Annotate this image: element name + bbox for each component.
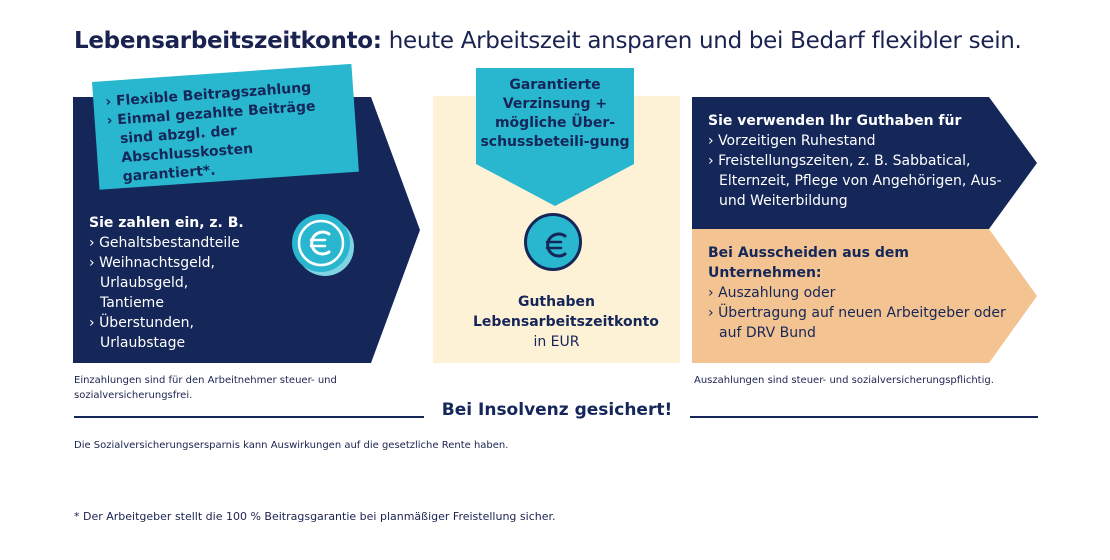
page-title: Lebensarbeitszeitkonto: heute Arbeitszei… [74,28,1022,54]
payout-note: Auszahlungen sind steuer- und sozialvers… [694,375,994,386]
exit-list: Bei Ausscheiden aus dem Unternehmen: Aus… [708,243,1008,343]
balance-label: Guthaben Lebensarbeitszeitkonto in EUR [433,292,680,352]
contribution-heading: Sie zahlen ein, z. B. [89,215,244,231]
euro-coin-icon [524,213,586,275]
title-bold: Lebensarbeitszeitkonto: [74,28,382,54]
insolvency-heading: Bei Insolvenz gesichert! [441,400,673,420]
balance-unit: in EUR [533,334,580,350]
interest-text: Garantierte Verzinsung + mögliche Über-s… [480,77,630,150]
usage-item: Freistellungszeiten, z. B. Sabbatical, E… [708,151,1004,211]
usage-item: Vorzeitigen Ruhestand [708,131,1008,151]
exit-heading: Bei Ausscheiden aus dem Unternehmen: [708,245,909,281]
footnote: * Der Arbeitgeber stellt die 100 % Beitr… [74,510,556,523]
divider-left [74,416,424,418]
usage-heading: Sie verwenden Ihr Guthaben für [708,113,962,129]
balance-title: Guthaben Lebensarbeitszeitkonto [473,294,659,330]
contribution-item: Gehaltsbestandteile [89,233,289,253]
exit-item: Übertragung auf neuen Arbeitgeber oder a… [708,303,1014,343]
contribution-note: Einzahlungen sind für den Arbeitnehmer s… [74,375,337,401]
usage-list: Sie verwenden Ihr Guthaben für Vorzeitig… [708,111,1008,211]
euro-coin-icon [292,214,354,276]
contribution-item: Weihnachtsgeld, Urlaubsgeld, Tantieme [89,253,240,313]
title-rest: heute Arbeitszeit ansparen und bei Bedar… [381,28,1022,54]
contribution-item: Überstunden, Urlaubstage [89,313,240,353]
card-item-guarantee: Einmal gezahlte Beiträge sind abzgl. der… [106,96,347,188]
divider-right [690,416,1038,418]
flexible-contribution-card: Flexible Beitragszahlung Einmal gezahlte… [92,63,359,190]
contribution-list: Sie zahlen ein, z. B. Gehaltsbestandteil… [89,213,289,353]
social-security-note: Die Sozialversicherungsersparnis kann Au… [74,440,509,451]
exit-item: Auszahlung oder [708,283,1008,303]
